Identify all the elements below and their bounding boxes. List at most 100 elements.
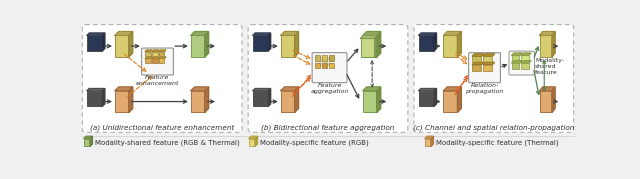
Polygon shape [444, 87, 461, 91]
Bar [363, 35, 377, 57]
Bar [315, 63, 320, 68]
Polygon shape [294, 87, 298, 112]
Polygon shape [191, 32, 209, 35]
Bar [540, 91, 552, 112]
Text: Feature
enhancement: Feature enhancement [136, 75, 179, 86]
Polygon shape [255, 136, 257, 146]
Bar [159, 58, 164, 63]
Bar [115, 91, 129, 112]
Polygon shape [90, 136, 92, 146]
Polygon shape [434, 33, 436, 51]
Bar [444, 91, 458, 112]
Bar [145, 52, 150, 56]
FancyBboxPatch shape [414, 25, 573, 132]
Bar [419, 91, 434, 106]
Bar [152, 52, 157, 56]
Bar [419, 35, 434, 51]
Polygon shape [363, 87, 381, 91]
Text: Relation-
propagation: Relation- propagation [465, 83, 504, 94]
Polygon shape [281, 87, 298, 91]
Polygon shape [434, 88, 436, 106]
Polygon shape [458, 32, 461, 57]
Polygon shape [511, 61, 522, 63]
Bar [363, 91, 377, 112]
Bar [511, 55, 520, 62]
FancyBboxPatch shape [312, 53, 347, 83]
Bar [540, 35, 552, 57]
Polygon shape [253, 88, 271, 91]
Polygon shape [472, 54, 484, 56]
Bar [444, 35, 458, 57]
Bar [483, 65, 492, 71]
Text: Feature
aggregation: Feature aggregation [310, 83, 349, 94]
Bar [329, 63, 334, 68]
Polygon shape [129, 87, 132, 112]
Polygon shape [84, 136, 92, 139]
Polygon shape [152, 57, 159, 58]
Polygon shape [472, 62, 484, 65]
Polygon shape [281, 32, 298, 35]
Polygon shape [145, 50, 152, 52]
Polygon shape [521, 53, 531, 55]
Polygon shape [115, 32, 132, 35]
Polygon shape [294, 32, 298, 57]
Bar [329, 55, 334, 61]
Polygon shape [253, 33, 271, 35]
Polygon shape [268, 33, 271, 51]
Bar [281, 91, 294, 112]
Bar [322, 55, 327, 61]
Bar [360, 38, 374, 57]
Polygon shape [419, 88, 436, 91]
Polygon shape [458, 87, 461, 112]
Bar [249, 139, 255, 146]
Polygon shape [540, 87, 555, 91]
Polygon shape [552, 32, 555, 57]
Bar [87, 35, 102, 51]
Polygon shape [268, 88, 271, 106]
Text: Modality-specific feature (RGB): Modality-specific feature (RGB) [260, 139, 369, 146]
Polygon shape [540, 32, 555, 35]
Bar [253, 91, 268, 106]
Polygon shape [159, 50, 166, 52]
Polygon shape [249, 136, 257, 139]
Bar [115, 35, 129, 57]
Text: Modality-shared feature (RGB & Thermal): Modality-shared feature (RGB & Thermal) [95, 139, 239, 146]
Bar [191, 91, 205, 112]
Text: (a) Unidirectional feature enhancement: (a) Unidirectional feature enhancement [90, 124, 234, 131]
Polygon shape [205, 32, 209, 57]
Polygon shape [191, 87, 209, 91]
Bar [472, 56, 481, 62]
Polygon shape [205, 87, 209, 112]
Polygon shape [87, 33, 105, 35]
Polygon shape [102, 33, 105, 51]
Polygon shape [425, 136, 433, 139]
FancyBboxPatch shape [141, 48, 173, 75]
Polygon shape [152, 50, 159, 52]
Polygon shape [444, 32, 461, 35]
FancyBboxPatch shape [248, 25, 408, 132]
Bar [253, 35, 268, 51]
Polygon shape [419, 33, 436, 35]
FancyBboxPatch shape [83, 25, 242, 132]
Polygon shape [115, 87, 132, 91]
Bar [145, 58, 150, 63]
Polygon shape [159, 57, 166, 58]
Polygon shape [87, 88, 105, 91]
Polygon shape [377, 87, 381, 112]
Bar [511, 63, 520, 69]
Polygon shape [102, 88, 105, 106]
Bar [84, 139, 90, 146]
Bar [521, 63, 529, 69]
Bar [281, 35, 294, 57]
FancyBboxPatch shape [468, 53, 500, 83]
Polygon shape [360, 35, 378, 38]
Bar [472, 65, 481, 71]
Polygon shape [377, 32, 381, 57]
Bar [315, 55, 320, 61]
Polygon shape [483, 54, 495, 56]
Polygon shape [511, 53, 522, 55]
Polygon shape [129, 32, 132, 57]
Bar [159, 52, 164, 56]
Text: (b) Bidirectional feature aggregation: (b) Bidirectional feature aggregation [261, 124, 395, 131]
Bar [87, 91, 102, 106]
